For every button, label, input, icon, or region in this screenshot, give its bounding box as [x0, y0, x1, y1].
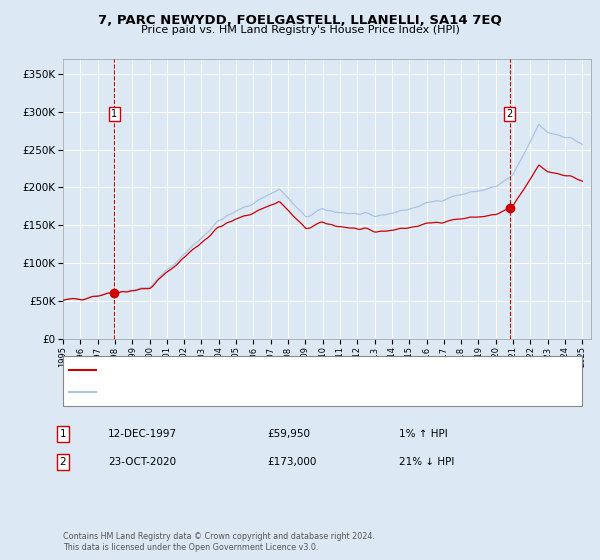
Text: 21% ↓ HPI: 21% ↓ HPI	[399, 457, 454, 467]
Text: Contains HM Land Registry data © Crown copyright and database right 2024.: Contains HM Land Registry data © Crown c…	[63, 532, 375, 541]
Text: 1% ↑ HPI: 1% ↑ HPI	[399, 429, 448, 439]
Text: £173,000: £173,000	[267, 457, 316, 467]
Text: 1: 1	[59, 429, 67, 439]
Text: 1: 1	[111, 109, 117, 119]
Text: HPI: Average price, detached house, Carmarthenshire: HPI: Average price, detached house, Carm…	[100, 387, 364, 397]
Text: 12-DEC-1997: 12-DEC-1997	[108, 429, 177, 439]
Text: 7, PARC NEWYDD, FOELGASTELL, LLANELLI, SA14 7EQ: 7, PARC NEWYDD, FOELGASTELL, LLANELLI, S…	[98, 14, 502, 27]
Text: This data is licensed under the Open Government Licence v3.0.: This data is licensed under the Open Gov…	[63, 543, 319, 552]
Text: £59,950: £59,950	[267, 429, 310, 439]
Text: 7, PARC NEWYDD, FOELGASTELL, LLANELLI, SA14 7EQ (detached house): 7, PARC NEWYDD, FOELGASTELL, LLANELLI, S…	[100, 365, 455, 375]
Text: 2: 2	[59, 457, 67, 467]
Text: 23-OCT-2020: 23-OCT-2020	[108, 457, 176, 467]
Text: Price paid vs. HM Land Registry's House Price Index (HPI): Price paid vs. HM Land Registry's House …	[140, 25, 460, 35]
Text: 2: 2	[506, 109, 513, 119]
